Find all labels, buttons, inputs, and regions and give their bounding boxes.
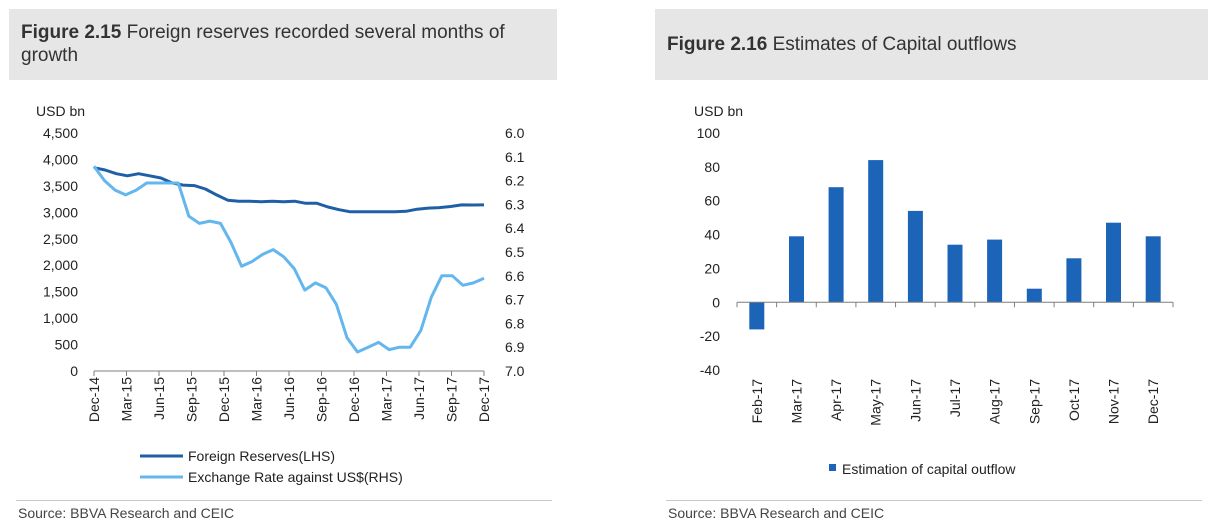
left-x-tick-label: Dec-17 (476, 377, 492, 422)
right-x-tick-label: Aug-17 (987, 379, 1003, 424)
right-x-tick-label: May-17 (868, 379, 884, 426)
outflow-bar (749, 302, 765, 330)
right-x-tick-label: Jul-17 (947, 379, 963, 417)
right-y-tick-label: 6.8 (505, 315, 525, 331)
left-y-tick-label: 500 (55, 337, 79, 353)
right-y-tick-label: 6.0 (505, 125, 525, 141)
left-x-tick-label: Jun-16 (281, 377, 297, 420)
left-figure-header: Figure 2.15 Foreign reserves recorded se… (9, 9, 557, 80)
right-y-tick-label: 6.1 (505, 149, 525, 165)
left-x-tick-label: Dec-14 (86, 377, 102, 422)
left-x-tick-label: Mar-15 (119, 377, 135, 422)
left-unit-label: USD bn (36, 103, 85, 119)
left-x-tick-label: Sep-16 (314, 377, 330, 422)
right-x-tick-label: Nov-17 (1106, 379, 1122, 424)
legend-exchange-rate-label: Exchange Rate against US$(RHS) (188, 469, 403, 485)
left-y-tick-label: 1,500 (43, 284, 78, 300)
outflow-bar (868, 160, 884, 303)
left-y-tick-label: 0 (70, 363, 78, 379)
right-x-tick-label: Mar-17 (788, 379, 804, 424)
left-x-tick-label: Jun-15 (151, 377, 167, 420)
right-y-tick-label: 40 (704, 227, 720, 243)
outflow-bar (947, 244, 963, 303)
left-figure-label: Figure 2.15 (21, 22, 122, 43)
right-y-tick-label: 6.7 (505, 292, 525, 308)
left-x-tick-label: Mar-16 (249, 377, 265, 422)
left-x-tick-label: Jun-17 (411, 377, 427, 420)
outflow-bar (1066, 258, 1082, 303)
right-y-tick-label: 20 (704, 260, 720, 276)
left-y-tick-label: 2,500 (43, 231, 78, 247)
right-y-tick-label: -20 (700, 328, 720, 344)
right-y-tick-label: 6.4 (505, 220, 525, 236)
right-x-tick-label: Oct-17 (1066, 379, 1082, 421)
left-y-tick-label: 4,000 (43, 151, 78, 167)
right-y-tick-label: 60 (704, 193, 720, 209)
outflow-bar (828, 187, 844, 303)
left-y-tick-label: 2,000 (43, 257, 78, 273)
left-figure-title: Foreign reserves recorded several months… (21, 22, 505, 66)
right-figure-title: Estimates of Capital outflows (772, 34, 1017, 55)
right-source-note: Source: BBVA Research and CEIC (668, 505, 885, 521)
outflow-bar (1145, 236, 1161, 303)
outflow-bar (1026, 288, 1042, 303)
left-y-tick-label: 1,000 (43, 310, 78, 326)
right-x-tick-label: Sep-17 (1026, 379, 1042, 424)
right-figure-label: Figure 2.16 (667, 34, 768, 55)
right-x-tick-label: Feb-17 (749, 379, 765, 424)
right-y-tick-label: 100 (697, 125, 721, 141)
left-x-tick-label: Dec-15 (216, 377, 232, 422)
right-y-tick-label: 6.6 (505, 268, 525, 284)
legend-outflow-swatch (829, 464, 836, 471)
outflow-bar (907, 210, 923, 303)
left-y-tick-label: 4,500 (43, 125, 78, 141)
left-x-tick-label: Sep-15 (184, 377, 200, 422)
capital-outflow-chart: USD bn 100 80 60 40 20 0 -20 -40 Feb-17 Mar-17 Apr-… (694, 103, 1174, 477)
left-y-tick-label: 3,500 (43, 178, 78, 194)
right-unit-label: USD bn (694, 103, 743, 119)
left-x-tick-label: Dec-16 (346, 377, 362, 422)
right-y-tick-label: 80 (704, 159, 720, 175)
right-y-tick-label: 6.9 (505, 339, 525, 355)
outflow-bar (789, 236, 804, 303)
left-source-divider (16, 500, 552, 501)
right-y-tick-label: 6.3 (505, 196, 525, 212)
right-y-tick-label: 6.5 (505, 244, 525, 260)
legend-reserves-label: Foreign Reserves(LHS) (188, 448, 335, 464)
left-source-note: Source: BBVA Research and CEIC (18, 505, 235, 521)
reserves-exchange-rate-chart: USD bn 4,500 4,000 3,500 3,000 2,500 2,000 1,50… (36, 103, 525, 485)
right-source-divider (666, 500, 1202, 501)
left-x-tick-label: Sep-17 (444, 377, 460, 422)
right-x-tick-label: Dec-17 (1145, 379, 1161, 424)
right-figure-header: Figure 2.16 Estimates of Capital outflow… (655, 9, 1208, 80)
reserves-line (93, 166, 485, 214)
right-x-tick-label: Apr-17 (828, 379, 844, 421)
outflow-bar (987, 239, 1003, 303)
right-y-tick-label: 7.0 (505, 363, 525, 379)
right-y-tick-label: 0 (712, 294, 720, 310)
exchange-rate-line (92, 165, 485, 354)
right-y-tick-label: -40 (700, 362, 720, 378)
left-x-tick-label: Mar-17 (379, 377, 395, 422)
right-y-tick-label: 6.2 (505, 173, 525, 189)
legend-outflow-label: Estimation of capital outflow (842, 461, 1016, 477)
outflow-bar (1106, 222, 1121, 303)
left-y-tick-label: 3,000 (43, 204, 78, 220)
right-x-tick-label: Jun-17 (907, 379, 923, 422)
